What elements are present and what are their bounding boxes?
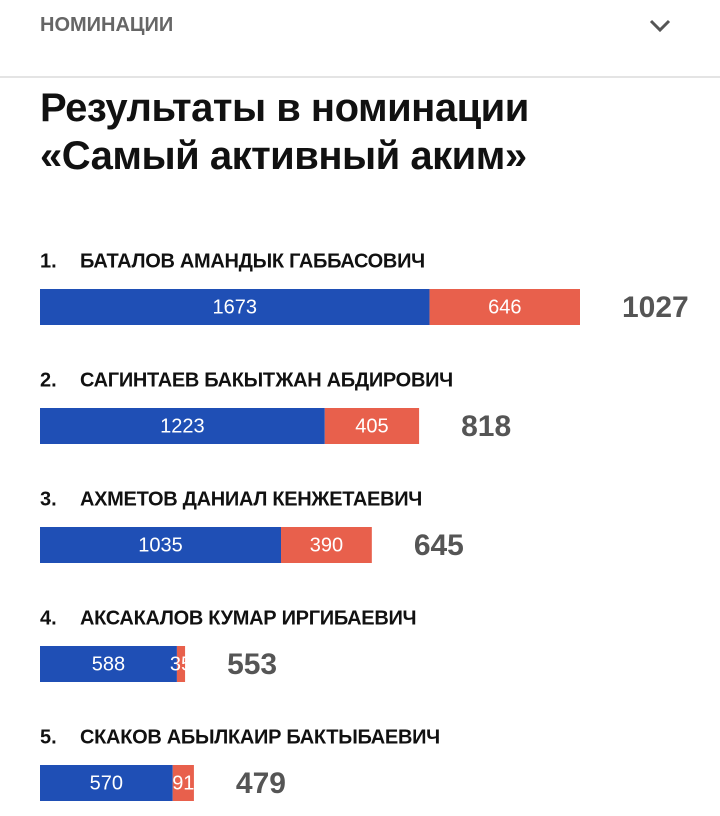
bar-label: 35 <box>170 653 192 675</box>
bar-label: 1035 <box>138 534 183 556</box>
rank: 2. <box>40 369 57 391</box>
bar-segment <box>172 765 194 801</box>
section-header[interactable]: НОМИНАЦИИ <box>40 14 174 36</box>
bar-label: 405 <box>355 415 388 437</box>
bar-segment <box>324 408 420 444</box>
candidate-name: АХМЕТОВ ДАНИАЛ КЕНЖЕТАЕВИЧ <box>80 488 422 510</box>
bar-segment <box>40 408 325 444</box>
total-label: 1027 <box>622 291 689 324</box>
bar-segment <box>281 527 372 563</box>
bar-segment <box>40 646 177 682</box>
candidate-name: АКСАКАЛОВ КУМАР ИРГИБАЕВИЧ <box>80 607 416 629</box>
bar-segment <box>40 765 173 801</box>
bar-label: 91 <box>172 772 194 794</box>
total-label: 645 <box>414 529 464 562</box>
rank: 3. <box>40 488 57 510</box>
chevron-icon[interactable] <box>648 18 672 34</box>
bar-label: 390 <box>310 534 343 556</box>
rank: 5. <box>40 726 57 748</box>
bar-segment <box>429 289 580 325</box>
candidate-name: СКАКОВ АБЫЛКАИР БАКТЫБАЕВИЧ <box>80 726 440 748</box>
bar-label: 1673 <box>213 296 258 318</box>
total-label: 479 <box>236 767 286 800</box>
bar-segment <box>40 289 430 325</box>
bar-label: 646 <box>488 296 521 318</box>
bar-label: 570 <box>90 772 123 794</box>
total-label: 553 <box>227 648 277 681</box>
rank: 4. <box>40 607 57 629</box>
candidate-name: САГИНТАЕВ БАКЫТЖАН АБДИРОВИЧ <box>80 369 453 391</box>
candidate-name: БАТАЛОВ АМАНДЫК ГАББАСОВИЧ <box>80 250 425 272</box>
divider <box>0 76 720 78</box>
rank: 1. <box>40 250 57 272</box>
chart-title: Результаты в номинации «Самый активный а… <box>40 86 529 178</box>
bar-label: 588 <box>92 653 125 675</box>
bar-label: 1223 <box>160 415 205 437</box>
total-label: 818 <box>461 410 511 443</box>
bar-segment <box>176 646 186 682</box>
bar-segment <box>40 527 282 563</box>
